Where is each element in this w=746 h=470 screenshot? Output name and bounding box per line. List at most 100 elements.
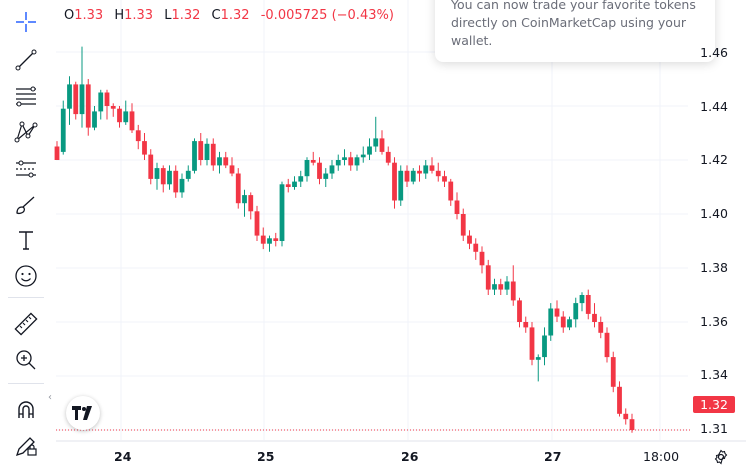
candle-body	[185, 170, 191, 179]
candle-body	[429, 165, 435, 171]
candle-body	[510, 281, 516, 301]
price-tick-label: 1.40	[700, 206, 728, 221]
time-tick-label: 26	[401, 449, 419, 464]
candle-body	[79, 84, 85, 115]
toast-text: You can now trade your favorite tokens d…	[451, 0, 696, 48]
candle-body	[442, 176, 447, 182]
candle-body	[135, 130, 141, 142]
price-tick-label: 1.44	[700, 99, 728, 114]
fib-retracement-icon[interactable]	[8, 81, 44, 111]
candle-body	[210, 143, 216, 166]
candle-body	[479, 251, 485, 266]
candle-body	[217, 157, 222, 166]
candle-body	[448, 181, 454, 201]
candle-body	[235, 173, 241, 204]
draw-lock-icon[interactable]	[8, 431, 44, 461]
candle-body	[260, 235, 266, 244]
settings-gear-icon[interactable]	[712, 448, 730, 466]
candle-body	[385, 151, 391, 163]
candle-body	[110, 106, 116, 109]
time-tick-label: 27	[544, 449, 562, 464]
candle-body	[323, 173, 329, 179]
candle-body	[604, 332, 610, 358]
pattern-icon[interactable]	[8, 117, 44, 147]
candle-body	[104, 92, 110, 106]
candle-body	[585, 295, 591, 314]
candle-body	[392, 162, 397, 201]
candle-body	[560, 316, 566, 328]
candle-body	[579, 295, 585, 304]
candle-body	[242, 195, 247, 204]
trade-notification-toast[interactable]: You can now trade your favorite tokens d…	[435, 0, 715, 62]
candle-body	[67, 84, 72, 109]
emoji-icon[interactable]	[8, 261, 44, 291]
candle-body	[485, 265, 491, 290]
candle-body	[367, 146, 372, 155]
candle-body	[129, 111, 135, 131]
time-tick-label: 25	[257, 449, 275, 464]
candle-body	[454, 200, 460, 214]
candle-body	[360, 154, 366, 158]
change-value: -0.005725 (−0.43%)	[260, 8, 394, 23]
candle-body	[204, 143, 210, 160]
candle-body	[398, 170, 404, 201]
zoom-in-icon[interactable]	[8, 345, 44, 375]
candle-body	[154, 168, 160, 179]
candle-body	[610, 357, 616, 387]
time-tick-label: 24	[114, 449, 132, 464]
candle-body	[567, 319, 572, 328]
time-tick-label: 18:00	[643, 449, 680, 464]
candle-body	[329, 165, 335, 174]
candle-body	[629, 419, 635, 430]
trend-line-icon[interactable]	[8, 45, 44, 75]
collapse-toolbar-chevron-icon[interactable]: ‹	[48, 392, 52, 403]
tradingview-logo-icon[interactable]	[66, 396, 100, 430]
ruler-icon[interactable]	[8, 309, 44, 339]
candle-body	[148, 154, 154, 179]
candle-body	[60, 108, 66, 152]
candle-body	[117, 108, 122, 123]
candle-body	[435, 170, 441, 177]
brush-icon[interactable]	[8, 190, 44, 220]
candle-body	[198, 141, 204, 160]
candle-body	[279, 184, 285, 241]
candle-body	[179, 178, 185, 193]
candle-body	[592, 313, 597, 322]
candle-body	[573, 303, 579, 320]
candle-body	[85, 84, 91, 128]
text-icon[interactable]	[8, 225, 44, 255]
candle-body	[317, 162, 322, 179]
candle-body	[535, 357, 541, 360]
candle-body	[554, 308, 560, 317]
candle-body	[248, 195, 254, 212]
candle-body	[623, 413, 629, 420]
magnet-icon[interactable]	[8, 395, 44, 425]
candle-body	[548, 308, 554, 336]
candle-body	[473, 243, 479, 252]
candle-body	[167, 170, 172, 185]
candle-body	[354, 157, 360, 166]
candle-body	[404, 170, 410, 182]
candle-body	[73, 84, 79, 115]
candle-body	[310, 160, 316, 163]
candle-body	[529, 327, 535, 360]
crosshair-icon[interactable]	[8, 7, 44, 37]
candle-body	[223, 157, 229, 166]
open-value: 1.33	[74, 8, 104, 23]
candle-body	[492, 284, 497, 290]
candle-body	[348, 157, 354, 166]
price-tick-label: 1.31	[700, 421, 728, 436]
candle-body	[292, 181, 297, 187]
candle-body	[160, 168, 166, 185]
candle-body	[229, 165, 235, 174]
candle-body	[498, 284, 504, 290]
candle-body	[123, 111, 129, 123]
candle-body	[379, 138, 385, 152]
forecast-icon[interactable]	[8, 154, 44, 184]
candle-body	[54, 146, 60, 160]
candle-body	[410, 170, 416, 182]
candle-body	[335, 160, 341, 166]
candle-body	[373, 138, 379, 147]
candle-body	[98, 92, 104, 112]
